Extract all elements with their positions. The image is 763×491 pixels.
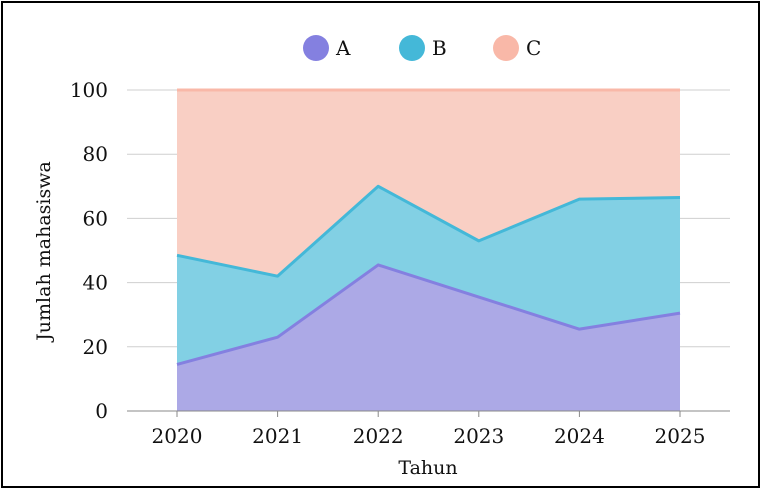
x-tick-label: 2021 <box>252 424 303 448</box>
line-b <box>176 184 681 278</box>
x-axis-title: Tahun <box>398 457 457 479</box>
x-tick-label: 2020 <box>152 424 203 448</box>
legend-label: A <box>335 36 351 60</box>
y-axis-title: Jumlah mahasiswa <box>33 161 55 343</box>
x-tick-label: 2022 <box>353 424 404 448</box>
area-c <box>177 90 680 277</box>
legend-item-a[interactable]: A <box>303 35 351 61</box>
legend: A B C <box>303 35 541 61</box>
y-tick-label: 40 <box>83 271 108 295</box>
area-a <box>177 264 680 411</box>
legend-item-c[interactable]: C <box>493 35 541 61</box>
line-a <box>176 263 681 366</box>
axes: 0 20 40 60 80 100 2020 2021 2022 2023 2024 2025 <box>70 78 730 448</box>
y-tick-label: 60 <box>83 206 108 230</box>
y-tick-label: 100 <box>70 78 108 102</box>
y-tick-label: 80 <box>83 142 108 166</box>
area-series <box>177 90 680 411</box>
legend-swatch <box>493 35 519 61</box>
series-lines <box>176 88 681 366</box>
legend-item-b[interactable]: B <box>399 35 447 61</box>
legend-swatch <box>303 35 329 61</box>
legend-label: C <box>526 36 541 60</box>
legend-label: B <box>432 36 447 60</box>
x-tick-label: 2024 <box>554 424 605 448</box>
legend-swatch <box>399 35 425 61</box>
x-tick-label: 2025 <box>655 424 706 448</box>
y-tick-label: 20 <box>83 335 108 359</box>
y-tick-label: 0 <box>95 399 108 423</box>
x-tick-label: 2023 <box>453 424 504 448</box>
